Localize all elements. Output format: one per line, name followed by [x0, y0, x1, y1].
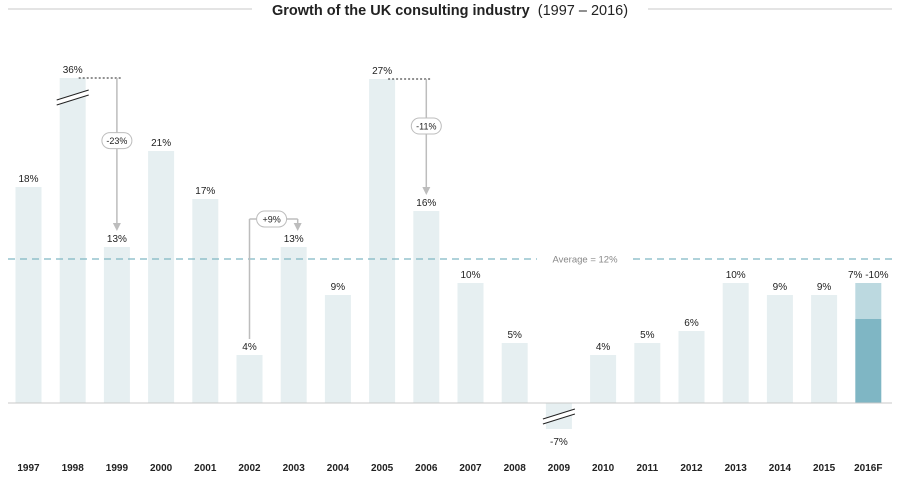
chart-title-period: (1997 – 2016): [538, 3, 628, 19]
bar-2010: [590, 355, 617, 403]
bar-2000: [148, 151, 175, 403]
x-tick-label: 1999: [106, 463, 129, 474]
data-label: 5%: [507, 330, 522, 341]
bar-2012: [678, 331, 705, 403]
x-tick-label: 2010: [592, 463, 615, 474]
data-label: -7%: [550, 437, 568, 448]
x-tick-label: 2014: [769, 463, 792, 474]
change-pill-frame: [101, 132, 133, 150]
change-annotation: [388, 78, 431, 195]
axis-break-gap: [56, 90, 89, 105]
data-label: 7% -10%: [848, 270, 889, 281]
x-tick-label: 2013: [725, 463, 748, 474]
bar-forecast-low: [855, 319, 882, 403]
bar-2001: [192, 199, 219, 403]
data-labels: 18% 36% 13% 21% 17% 4% 13% 9% 27% 16% 10% 5% -7% 4% 5%…: [18, 65, 888, 448]
bar-2002: [236, 355, 263, 403]
x-tick-label: 2000: [150, 463, 173, 474]
change-annotation: [78, 77, 121, 231]
axis-break-line: [542, 408, 576, 420]
bar-forecast-range: [855, 283, 882, 319]
data-label: 36%: [63, 65, 83, 76]
x-tick-label: 2012: [680, 463, 703, 474]
bar-2013: [722, 283, 749, 403]
x-tick-label: 2007: [459, 463, 482, 474]
x-tick-label: 2006: [415, 463, 438, 474]
change-pill-label: -11%: [416, 122, 436, 132]
data-label: 9%: [817, 282, 832, 293]
data-label: 16%: [416, 198, 436, 209]
change-annotations: -23% +9% -11%: [78, 77, 442, 339]
data-label: 21%: [151, 138, 171, 149]
bar-1999: [103, 247, 130, 403]
x-tick-label: 2008: [504, 463, 527, 474]
svg-text:Growth of the UK consulting in: Growth of the UK consulting industry (19…: [272, 3, 628, 19]
change-pill-label: +9%: [262, 215, 280, 225]
change-pill: -23%: [101, 132, 133, 150]
axis-break-gap: [542, 409, 575, 424]
bar-1998: [59, 78, 86, 403]
data-label: 10%: [726, 270, 746, 281]
x-tick-label: 2003: [283, 463, 306, 474]
x-tick-label: 2004: [327, 463, 350, 474]
chart-title-main: Growth of the UK consulting industry: [272, 3, 530, 19]
bar-2011: [634, 343, 661, 403]
x-tick-labels: 1997 1998 1999 2000 2001 2002 2003 2004 2005 2006…: [17, 463, 882, 474]
data-label: 27%: [372, 66, 392, 77]
bar-2007: [457, 283, 484, 403]
data-label: 10%: [460, 270, 480, 281]
axis-break-line: [542, 413, 576, 425]
average-line-group: Average = 12%: [8, 255, 892, 266]
x-tick-label: 1997: [17, 463, 40, 474]
average-label: Average = 12%: [552, 255, 618, 266]
change-pill: -11%: [410, 117, 442, 135]
bar-2006: [413, 211, 440, 403]
bar-series: [15, 78, 882, 429]
data-label: 5%: [640, 330, 655, 341]
x-tick-label: 2002: [238, 463, 261, 474]
axis-break-icon: [542, 408, 576, 425]
bar-2008: [501, 343, 528, 403]
x-tick-label: 2009: [548, 463, 571, 474]
change-pill-frame: [256, 210, 288, 228]
change-pill-label: -23%: [106, 136, 127, 146]
data-label: 18%: [18, 174, 38, 185]
axis-break-icon: [56, 89, 89, 106]
chart-title: Growth of the UK consulting industry (19…: [8, 3, 892, 19]
x-tick-label: 2001: [194, 463, 217, 474]
axis-break-line: [56, 94, 89, 106]
data-label: 4%: [596, 342, 611, 353]
x-tick-label: 1998: [62, 463, 85, 474]
bar-2004: [324, 295, 351, 403]
x-tick-label: 2016F: [854, 463, 882, 474]
bar-1997: [15, 187, 42, 403]
x-tick-label: 2015: [813, 463, 836, 474]
bar-2014: [766, 295, 793, 403]
data-label: 13%: [284, 234, 304, 245]
change-pill-frame: [410, 117, 442, 135]
data-label: 4%: [242, 342, 257, 353]
change-pill: +9%: [256, 210, 288, 228]
bar-2003: [280, 247, 307, 403]
x-tick-label: 2011: [636, 463, 658, 474]
data-label: 6%: [684, 318, 699, 329]
bar-2015: [811, 295, 838, 403]
data-label: 13%: [107, 234, 127, 245]
data-label: 17%: [195, 186, 215, 197]
data-label: 9%: [331, 282, 346, 293]
axis-break-line: [56, 89, 89, 101]
data-label: 9%: [773, 282, 788, 293]
bar-2005: [369, 79, 396, 403]
x-tick-label: 2005: [371, 463, 394, 474]
